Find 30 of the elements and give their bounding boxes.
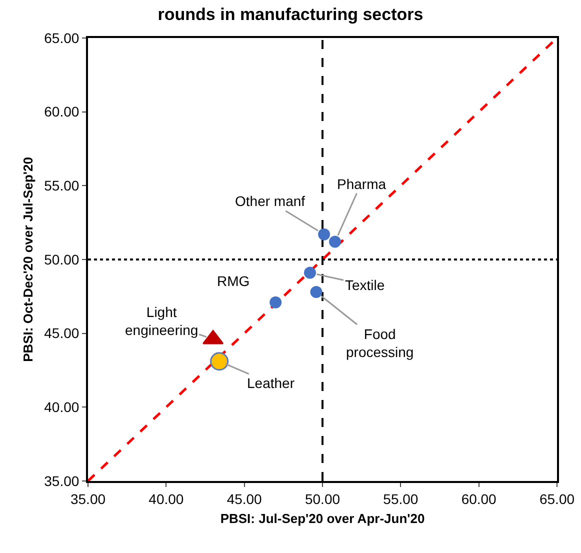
point xyxy=(270,296,282,308)
point xyxy=(318,228,330,240)
y-tick-label: 55.00 xyxy=(44,178,80,194)
y-tick-label: 40.00 xyxy=(44,399,80,416)
x-axis-title: PBSI: Jul-Sep'20 over Apr-Jun'20 xyxy=(220,510,425,526)
annotation: RMG xyxy=(217,273,250,289)
y-tick-label: 45.00 xyxy=(44,325,80,342)
x-tick-label: 65.00 xyxy=(539,490,575,507)
chart-title: rounds in manufacturing sectors xyxy=(158,5,424,24)
x-tick-label: 35.00 xyxy=(70,490,106,507)
point xyxy=(329,236,342,248)
x-tick-label: 45.00 xyxy=(226,490,262,507)
y-tick-label: 65.00 xyxy=(44,30,80,46)
annotation: Light engineering xyxy=(125,304,198,338)
annotation: Other manf xyxy=(235,193,306,209)
y-tick-label: 35.00 xyxy=(44,472,80,489)
x-tick-label: 50.00 xyxy=(304,490,340,507)
point xyxy=(304,266,316,279)
y-axis-title: PBSI: Oct-Dec'20 over Jul-Sep'20 xyxy=(20,157,36,362)
annotation: Food processing xyxy=(346,326,414,360)
x-tick-label: 55.00 xyxy=(383,490,418,507)
annotation: Leather xyxy=(247,375,295,391)
y-tick-label: 50.00 xyxy=(44,251,80,268)
point xyxy=(210,352,229,371)
y-tick-label: 60.00 xyxy=(44,104,80,120)
annotation: Textile xyxy=(345,277,385,293)
x-tick-label: 40.00 xyxy=(148,490,184,507)
x-tick-label: 60.00 xyxy=(461,490,497,507)
annotation: Pharma xyxy=(337,176,386,192)
point xyxy=(310,286,322,298)
